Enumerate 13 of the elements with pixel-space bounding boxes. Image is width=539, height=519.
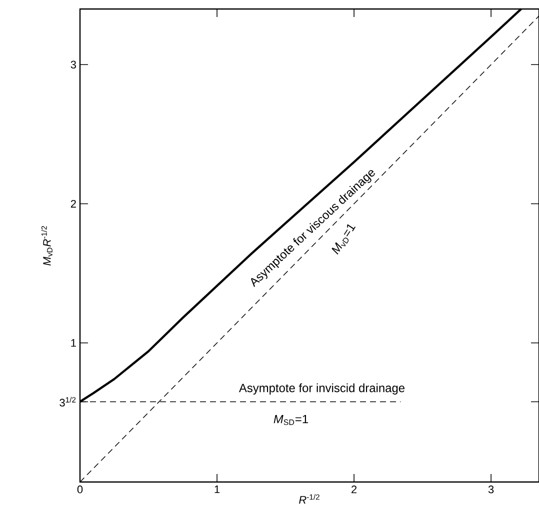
y-tick-label: 1: [71, 339, 76, 347]
annotation: Asymptote for inviscid drainage: [238, 383, 404, 395]
annotation: M$_{vD}$=1: [332, 224, 356, 255]
x-tick-label: 2: [352, 486, 357, 494]
x-axis-title: R$^{-1/2}$: [299, 494, 320, 504]
x-tick-label: 3: [488, 486, 494, 494]
y-tick-label: 2: [70, 200, 76, 208]
x-tick-label: 1: [214, 486, 220, 494]
annotation: M$_{SD}$=1: [274, 414, 308, 426]
y-axis-title: M$_{vD}$R$^{-1/2}$: [41, 226, 52, 266]
x-tick-label: 0: [77, 486, 83, 494]
y-tick-label: 3$^{1/2}$: [60, 396, 76, 407]
y-tick-label: 3: [70, 60, 76, 69]
